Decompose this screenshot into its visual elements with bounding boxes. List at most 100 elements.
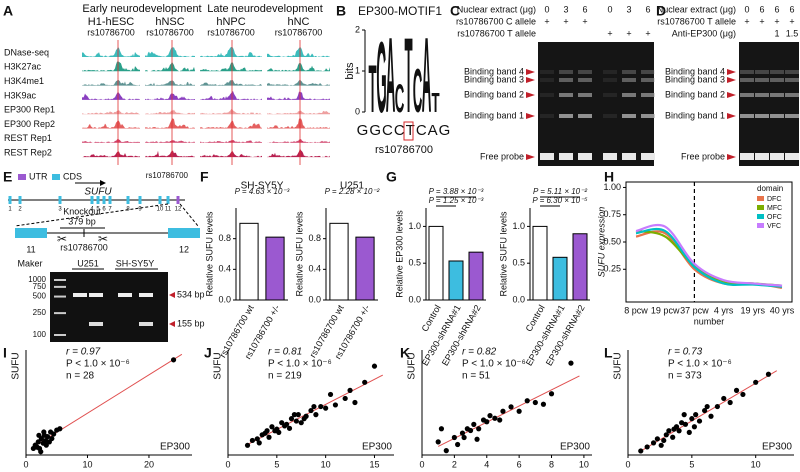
band-label: Binding band 1 <box>665 110 725 120</box>
x-tick-label: 6 <box>517 459 522 469</box>
point <box>548 391 555 397</box>
arrow <box>727 92 736 98</box>
band-label: Binding band 4 <box>665 66 725 76</box>
exon-label: 7 <box>108 207 112 213</box>
x-tick-label: 19 pcw <box>651 305 680 315</box>
point <box>644 444 650 450</box>
point <box>702 407 708 414</box>
signal-track <box>267 148 330 158</box>
x-tick-label: 5 <box>274 459 279 469</box>
gel-band <box>603 153 617 160</box>
bar <box>572 233 588 301</box>
exon <box>8 196 12 204</box>
point <box>170 357 177 363</box>
signal-track <box>267 138 330 143</box>
y-tick-label: 0.8 <box>218 233 231 243</box>
exon-label: 2 <box>18 207 22 213</box>
signal-track <box>200 108 262 115</box>
point <box>658 442 664 448</box>
y-axis-label: SUFU <box>407 352 418 379</box>
point <box>650 440 657 446</box>
exon <box>176 196 180 204</box>
point <box>670 434 676 440</box>
gel-band <box>578 153 592 160</box>
logo-letter: A <box>386 17 396 136</box>
ladder-band <box>54 285 66 288</box>
x-tick-label: 0 <box>23 459 28 469</box>
snp-label: rs10786700 <box>146 171 189 180</box>
y-tick-label: 1.0 <box>408 221 421 231</box>
annotation: P < 1.0 × 10⁻⁶ <box>268 359 332 370</box>
panel-label: D <box>656 3 666 19</box>
exon <box>15 228 47 238</box>
point <box>51 431 57 437</box>
arrow <box>169 292 175 298</box>
band-label: Binding band 3 <box>665 74 725 84</box>
gel-band <box>622 70 636 74</box>
y-tick-label: 0.0 <box>308 294 321 304</box>
y-axis-label: Relative EP300 levels <box>394 210 404 298</box>
y-tick-label: 1.0 <box>512 221 525 231</box>
legend-swatch <box>757 214 764 219</box>
point <box>708 413 714 419</box>
lane-value: 6 <box>645 4 650 14</box>
lane-value: 0 <box>744 4 749 14</box>
legend-swatch <box>52 174 60 180</box>
point <box>254 436 260 442</box>
p-value: P = 3.88 × 10⁻³ <box>429 187 484 196</box>
band-label: Binding band 2 <box>464 89 524 99</box>
gel-band <box>578 70 592 74</box>
x-tick-label: 10 <box>751 459 761 469</box>
x-tick-label: 40 yrs <box>770 305 795 315</box>
gel-band <box>540 153 554 160</box>
size-label: 155 bp <box>177 318 205 328</box>
exon-label: 1 <box>8 207 12 213</box>
snp-box <box>403 121 414 141</box>
y-tick-label: 0.25 <box>603 264 621 274</box>
signal-track <box>145 139 195 143</box>
logo-letter: C <box>395 77 405 121</box>
point <box>487 413 493 419</box>
arrow <box>727 113 736 119</box>
snp-label: rs10786700 <box>146 27 194 37</box>
panel-label: K <box>400 345 410 361</box>
panel-label: A <box>3 3 13 19</box>
x-tick-label: 19 yrs <box>741 305 766 315</box>
x-tick-label: 0 <box>625 459 630 469</box>
legend-swatch <box>757 196 764 201</box>
point <box>540 401 547 407</box>
gel-band <box>139 293 153 297</box>
signal-track <box>145 61 195 72</box>
arrow <box>526 154 535 160</box>
gel-band <box>755 114 769 118</box>
ladder-band <box>54 334 66 336</box>
exon-label: 11 <box>165 207 172 213</box>
point <box>313 412 319 418</box>
deletion-label: 379 bp <box>68 216 96 226</box>
point <box>282 423 288 429</box>
gel-band <box>755 70 769 74</box>
arrow <box>169 321 175 327</box>
lane-value: + <box>774 16 779 26</box>
band-label: Binding band 1 <box>464 110 524 120</box>
gel-band <box>540 70 554 74</box>
panel-label: B <box>336 3 346 19</box>
signal-track <box>200 139 262 143</box>
point <box>508 404 514 410</box>
y-axis-label: SUFU <box>213 352 224 379</box>
band-label: Binding band 2 <box>665 89 725 99</box>
series-line <box>635 223 783 287</box>
gel-band <box>89 293 103 297</box>
bar <box>428 225 444 301</box>
row-label: rs10786700 T allele <box>457 28 536 38</box>
legend-title: domain <box>757 184 783 193</box>
point <box>362 379 368 385</box>
series-line <box>635 230 783 289</box>
x-tick-label: 10 <box>579 459 589 469</box>
arrow <box>526 113 535 119</box>
track-label: H3K27ac <box>4 62 42 72</box>
y-tick-label: 0.75 <box>603 209 621 219</box>
point <box>57 426 63 432</box>
